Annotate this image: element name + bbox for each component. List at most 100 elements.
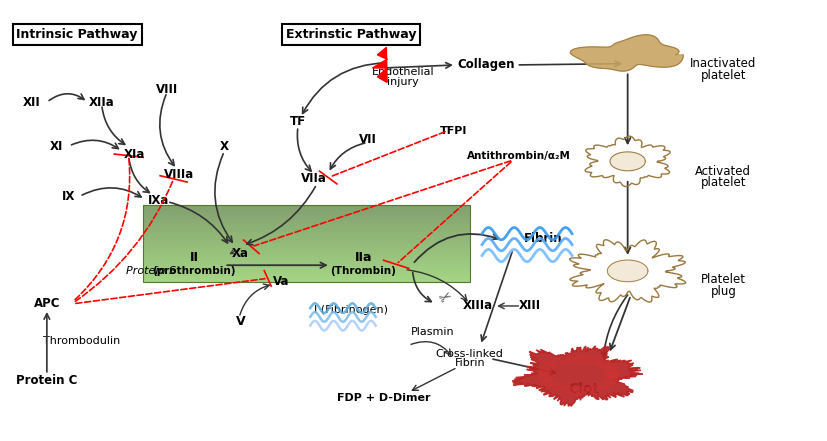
Circle shape xyxy=(607,371,619,378)
Text: Inactivated: Inactivated xyxy=(691,57,757,70)
Bar xyxy=(142,238,470,239)
Text: ✂: ✂ xyxy=(436,288,455,307)
Bar xyxy=(142,242,470,243)
Text: injury: injury xyxy=(387,78,418,87)
Polygon shape xyxy=(372,47,387,82)
Text: VII: VII xyxy=(359,133,376,146)
Circle shape xyxy=(552,359,564,366)
Text: (Thrombin): (Thrombin) xyxy=(331,266,396,276)
Bar xyxy=(142,205,470,282)
Text: XIII: XIII xyxy=(519,299,541,313)
Bar xyxy=(142,249,470,251)
Text: IX: IX xyxy=(62,190,75,203)
Bar xyxy=(142,259,470,261)
Circle shape xyxy=(538,369,551,375)
Bar xyxy=(142,220,470,222)
Circle shape xyxy=(543,363,556,370)
Circle shape xyxy=(552,384,564,391)
Text: XIa: XIa xyxy=(124,148,145,161)
Circle shape xyxy=(605,377,617,384)
Text: IXa: IXa xyxy=(148,194,170,207)
Bar xyxy=(142,261,470,263)
Text: XIIIa: XIIIa xyxy=(463,299,493,313)
Bar xyxy=(142,213,470,215)
Text: Intrinsic Pathway: Intrinsic Pathway xyxy=(17,28,138,41)
Bar xyxy=(142,257,470,259)
Circle shape xyxy=(588,357,600,364)
Bar xyxy=(142,207,470,209)
Text: Protein S: Protein S xyxy=(126,266,176,276)
Bar xyxy=(142,276,470,278)
Bar xyxy=(142,270,470,272)
Text: Thrombodulin: Thrombodulin xyxy=(43,336,120,346)
Text: Antithrombin/α₂M: Antithrombin/α₂M xyxy=(467,151,571,161)
Circle shape xyxy=(576,387,588,394)
Text: plug: plug xyxy=(710,285,736,298)
Text: Va: Va xyxy=(274,275,290,288)
Polygon shape xyxy=(610,152,645,171)
Bar xyxy=(142,280,470,282)
Bar xyxy=(142,278,470,280)
Text: TF: TF xyxy=(290,116,306,128)
Bar xyxy=(142,217,470,219)
Bar xyxy=(142,236,470,238)
Text: XI: XI xyxy=(50,139,64,153)
Text: Fibrin: Fibrin xyxy=(455,358,485,368)
Text: VIIa: VIIa xyxy=(301,172,327,185)
Bar xyxy=(142,239,470,242)
Text: IIa: IIa xyxy=(355,251,372,264)
Bar xyxy=(142,274,470,276)
Text: X: X xyxy=(220,139,229,153)
Text: (prothrombin): (prothrombin) xyxy=(152,266,236,276)
Text: Extrinstic Pathway: Extrinstic Pathway xyxy=(286,28,417,41)
Circle shape xyxy=(562,386,576,393)
Bar xyxy=(142,219,470,220)
Circle shape xyxy=(576,356,588,363)
Bar xyxy=(142,265,470,266)
Text: Plasmin: Plasmin xyxy=(411,327,455,337)
Circle shape xyxy=(598,361,610,368)
Bar xyxy=(142,224,470,226)
Circle shape xyxy=(588,385,600,392)
Text: Collagen: Collagen xyxy=(457,58,515,71)
Text: platelet: platelet xyxy=(700,176,746,189)
Bar xyxy=(142,230,470,232)
Circle shape xyxy=(605,366,617,373)
Text: platelet: platelet xyxy=(700,68,746,82)
Bar xyxy=(142,228,470,230)
Text: Cross-linked: Cross-linked xyxy=(436,349,504,359)
Text: V: V xyxy=(236,315,246,328)
Text: VIIIa: VIIIa xyxy=(165,168,194,181)
Text: XIIa: XIIa xyxy=(88,96,115,108)
Polygon shape xyxy=(607,260,648,282)
Bar xyxy=(142,253,470,255)
Circle shape xyxy=(598,382,610,389)
Text: Xa: Xa xyxy=(232,247,249,260)
Polygon shape xyxy=(513,345,643,406)
Text: VIII: VIII xyxy=(156,82,179,96)
Bar xyxy=(142,269,470,270)
Bar xyxy=(142,243,470,246)
Text: Endothelial: Endothelial xyxy=(371,67,434,76)
Polygon shape xyxy=(571,35,683,71)
Text: TFPI: TFPI xyxy=(440,126,467,136)
Text: I (Fibrinogen): I (Fibrinogen) xyxy=(314,305,388,315)
Bar xyxy=(142,266,470,269)
Text: APC: APC xyxy=(34,297,60,310)
Text: XII: XII xyxy=(23,96,41,108)
Bar xyxy=(142,215,470,217)
Bar xyxy=(142,247,470,249)
Bar xyxy=(142,222,470,224)
Bar xyxy=(142,211,470,213)
Text: II: II xyxy=(189,251,198,264)
Bar xyxy=(142,226,470,228)
Text: Activated: Activated xyxy=(696,165,752,178)
Circle shape xyxy=(607,371,619,378)
Bar xyxy=(142,263,470,265)
Text: FDP + D-Dimer: FDP + D-Dimer xyxy=(337,393,431,403)
Bar xyxy=(142,251,470,253)
Bar xyxy=(142,205,470,207)
Text: Clot: Clot xyxy=(569,382,600,396)
Circle shape xyxy=(562,356,576,363)
Bar xyxy=(142,234,470,236)
